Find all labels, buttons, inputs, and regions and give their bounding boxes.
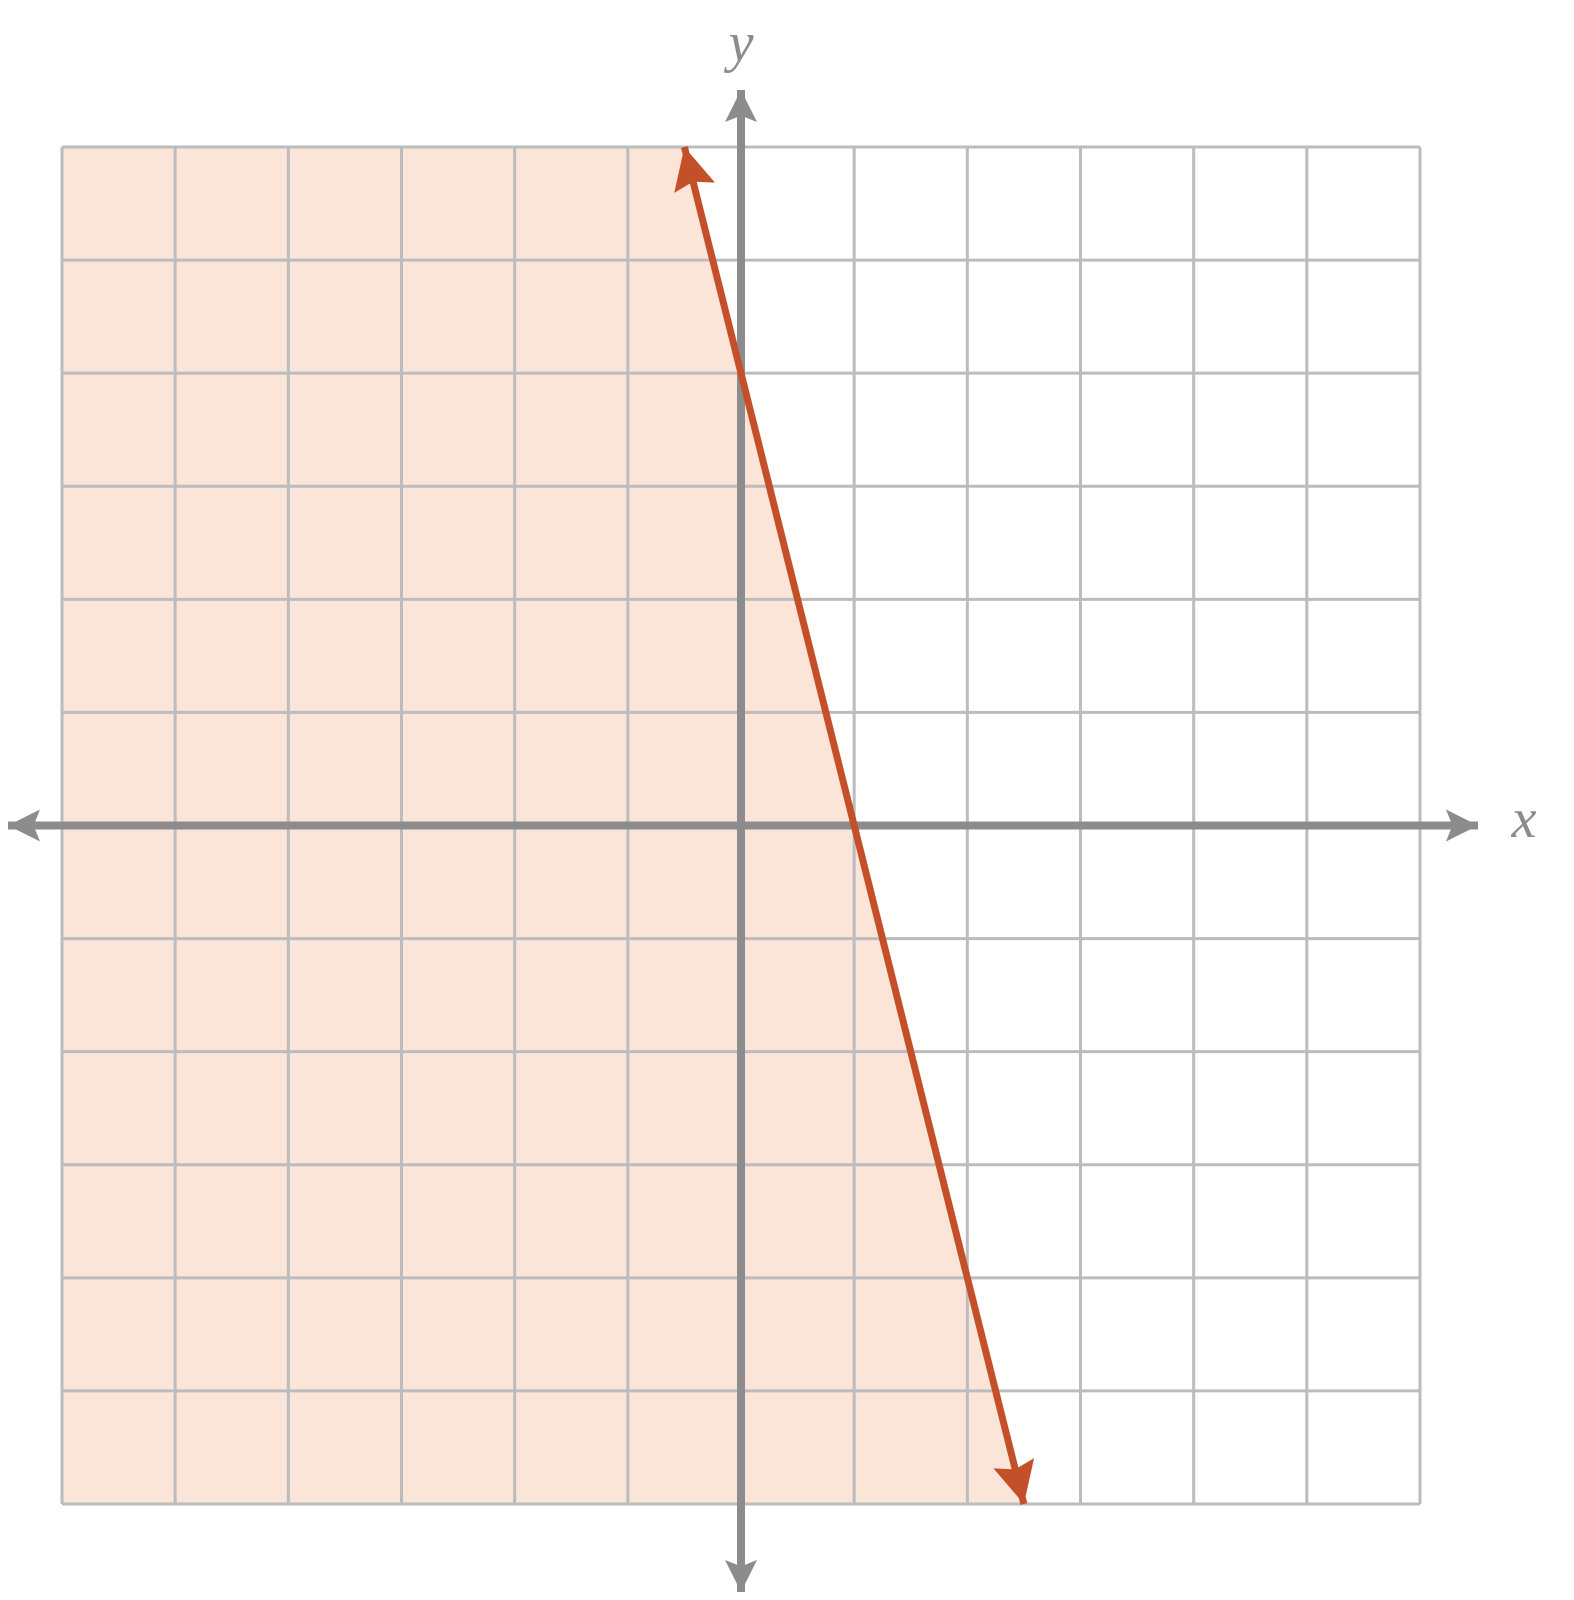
x-axis-label: x (1511, 788, 1537, 850)
plot (8, 90, 1478, 1592)
y-axis-label: y (724, 12, 754, 74)
boundary-line (674, 146, 1035, 1505)
